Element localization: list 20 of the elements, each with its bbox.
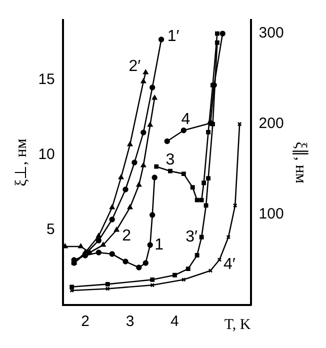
- x-tick-label: 4: [170, 313, 179, 330]
- y-axis-title: ξ⊥, нм: [12, 138, 30, 186]
- y2-tick-label: 300: [258, 24, 284, 42]
- series-label: 1: [154, 236, 164, 254]
- series-label: 3: [166, 152, 175, 168]
- y2-tick-label: 200: [258, 115, 284, 132]
- series-label: 2′: [128, 58, 141, 75]
- series-label: 4: [181, 110, 190, 128]
- series-label: 2: [122, 227, 132, 244]
- series-label: 4′: [224, 256, 236, 274]
- x-tick-label: 2: [81, 313, 90, 330]
- series-label: 1′: [167, 28, 180, 45]
- y-tick-label: 10: [38, 146, 55, 164]
- y-tick-label: 5: [46, 221, 55, 238]
- y2-axis-title: ξ∥, нм: [292, 142, 310, 184]
- y2-tick-label: 100: [258, 206, 284, 223]
- x-tick-label: 3: [126, 313, 134, 330]
- x-axis-title: T, K: [224, 316, 251, 333]
- series-label: 3′: [186, 228, 198, 246]
- y-tick-label: 15: [38, 71, 55, 88]
